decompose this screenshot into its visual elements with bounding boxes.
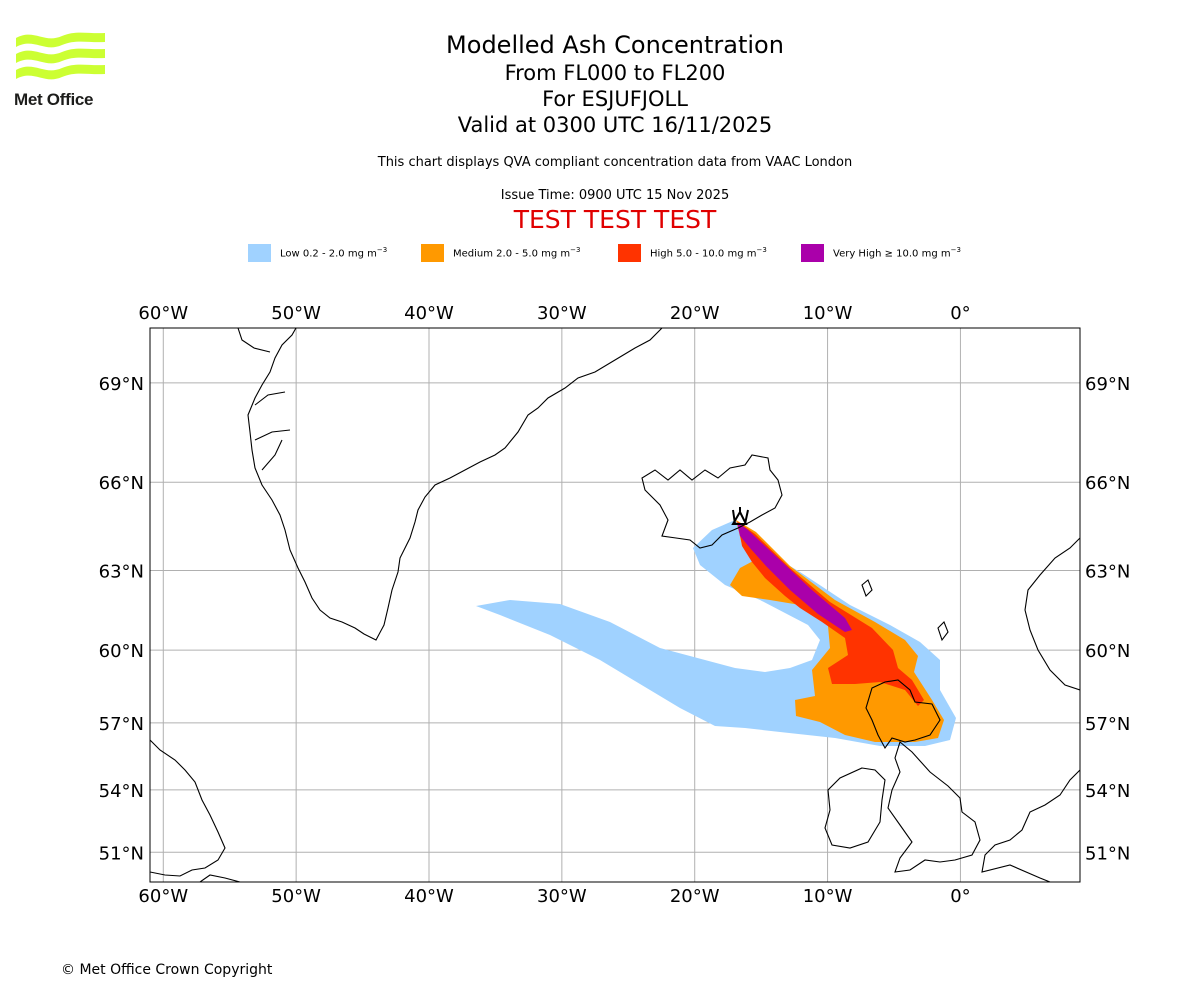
met-office-logo: Met Office — [14, 30, 108, 110]
legend-swatch-low — [248, 244, 271, 262]
chart-title: Modelled Ash Concentration — [446, 31, 784, 59]
coastline-iceland — [641, 454, 783, 549]
coastline-greenland-fjord-3 — [254, 429, 291, 441]
lon-tick-label: 30°W — [537, 886, 587, 907]
lat-tick-label: 51°N — [1085, 843, 1130, 864]
legend-label-very-high: Very High ≥ 10.0 mg m — [833, 248, 951, 260]
lat-tick-label: 60°N — [99, 641, 144, 662]
lat-labels-left: 51°N 54°N 57°N 60°N 63°N 66°N 69°N — [99, 374, 144, 864]
lon-tick-label: 60°W — [138, 886, 188, 907]
coastline-scotland — [865, 679, 941, 750]
lon-tick-label: 60°W — [138, 303, 188, 324]
flight-levels: From FL000 to FL200 — [504, 61, 726, 85]
legend-unit-low: −3 — [376, 246, 388, 255]
map-background — [150, 328, 1080, 882]
coastline-labrador — [150, 739, 226, 877]
coastline-faroe-islands — [861, 579, 873, 597]
legend-label-high: High 5.0 - 10.0 mg m — [650, 248, 757, 260]
map-frame — [149, 327, 1081, 883]
legend-unit-high: −3 — [756, 246, 767, 255]
coastline-europe — [981, 769, 1080, 882]
coastline-newfoundland — [199, 874, 241, 882]
legend-unit-medium: −3 — [570, 246, 581, 255]
legend-label-low: Low 0.2 - 2.0 mg m — [280, 248, 377, 260]
coastline-greenland-east — [247, 328, 663, 641]
lat-tick-label: 54°N — [1085, 781, 1130, 802]
lon-labels-bottom: 60°W 50°W 40°W 30°W 20°W 10°W 0° — [138, 886, 970, 907]
coastline-shetland — [937, 621, 949, 642]
lat-tick-label: 66°N — [1085, 473, 1130, 494]
issue-time: Issue Time: 0900 UTC 15 Nov 2025 — [500, 188, 730, 203]
coastline-greenland-fjord-4 — [261, 439, 283, 471]
lat-tick-label: 69°N — [99, 374, 144, 395]
met-office-waves-icon — [16, 32, 105, 80]
coastline-greenland-fjord-1 — [237, 328, 271, 353]
lat-tick-label: 57°N — [1085, 714, 1130, 735]
legend-item-high: High 5.0 - 10.0 mg m−3 — [618, 244, 767, 262]
met-office-logo-text: Met Office — [14, 90, 94, 109]
lon-tick-label: 50°W — [271, 303, 321, 324]
ash-very-high-region — [737, 522, 852, 632]
lat-tick-label: 69°N — [1085, 374, 1130, 395]
lat-tick-label: 63°N — [99, 562, 144, 583]
lat-tick-label: 63°N — [1085, 562, 1130, 583]
legend-item-very-high: Very High ≥ 10.0 mg m−3 — [801, 244, 961, 262]
lat-tick-label: 51°N — [99, 843, 144, 864]
lon-tick-label: 30°W — [537, 303, 587, 324]
coastline-great-britain — [887, 741, 981, 873]
coastline-ireland — [824, 767, 886, 849]
legend-item-medium: Medium 2.0 - 5.0 mg m−3 — [421, 244, 580, 262]
legend-swatch-medium — [421, 244, 444, 262]
lat-tick-label: 57°N — [99, 714, 144, 735]
legend-item-low: Low 0.2 - 2.0 mg m−3 — [248, 244, 387, 262]
lat-tick-label: 66°N — [99, 473, 144, 494]
lon-tick-label: 20°W — [670, 886, 720, 907]
lon-tick-label: 40°W — [404, 303, 454, 324]
coastline-greenland-fjord-2 — [254, 391, 286, 406]
ash-plume — [476, 520, 956, 746]
lon-tick-label: 0° — [950, 303, 970, 324]
lat-labels-right: 51°N 54°N 57°N 60°N 63°N 66°N 69°N — [1085, 374, 1130, 864]
coastlines — [150, 328, 1080, 882]
lon-tick-label: 20°W — [670, 303, 720, 324]
test-banner: TEST TEST TEST — [513, 205, 717, 234]
volcano-icon — [731, 507, 749, 525]
legend-unit-very-high: −3 — [950, 246, 961, 255]
chart-header: Modelled Ash Concentration From FL000 to… — [0, 30, 1200, 234]
lon-labels-top: 60°W 50°W 40°W 30°W 20°W 10°W 0° — [138, 303, 970, 324]
copyright: © Met Office Crown Copyright — [61, 962, 273, 978]
valid-time: Valid at 0300 UTC 16/11/2025 — [457, 113, 773, 137]
lon-tick-label: 10°W — [803, 303, 853, 324]
volcano-name: For ESJUFJOLL — [542, 87, 688, 111]
coastline-norway — [1024, 537, 1080, 691]
lat-tick-label: 60°N — [1085, 641, 1130, 662]
lon-tick-label: 40°W — [404, 886, 454, 907]
lon-tick-label: 0° — [950, 886, 970, 907]
legend-swatch-very-high — [801, 244, 824, 262]
lat-tick-label: 54°N — [99, 781, 144, 802]
description: This chart displays QVA compliant concen… — [377, 155, 853, 170]
lon-tick-label: 10°W — [803, 886, 853, 907]
legend-swatch-high — [618, 244, 641, 262]
legend-label-medium: Medium 2.0 - 5.0 mg m — [453, 248, 571, 260]
lon-tick-label: 50°W — [271, 886, 321, 907]
